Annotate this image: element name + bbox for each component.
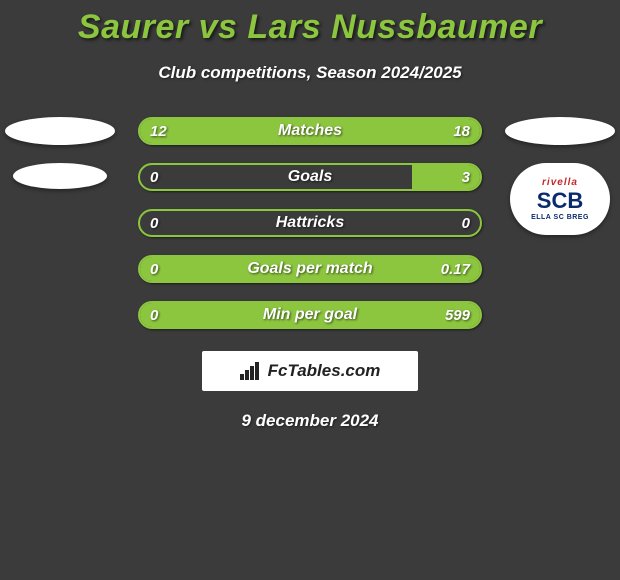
stat-value-right: 18 — [453, 119, 470, 143]
stat-value-left: 0 — [150, 165, 158, 189]
bar-fill-right — [276, 119, 480, 143]
stat-value-left: 0 — [150, 303, 158, 327]
subtitle: Club competitions, Season 2024/2025 — [0, 63, 620, 83]
club-badge-bot-text: ELLA SC BREG — [531, 214, 589, 221]
stat-value-left: 12 — [150, 119, 167, 143]
bar-fill — [140, 257, 480, 281]
stat-bars: 1218Matches03Goals00Hattricks00.17Goals … — [138, 117, 482, 329]
club-badge-mid-text: SCB — [537, 190, 583, 212]
player-left-oval-2 — [13, 163, 107, 189]
player-left-badges — [0, 117, 120, 189]
stat-value-right: 0.17 — [441, 257, 470, 281]
club-badge-top-text: rivella — [542, 177, 578, 188]
player-right-badges: rivella SCB ELLA SC BREG — [500, 117, 620, 235]
stat-bar: 00.17Goals per match — [138, 255, 482, 283]
player-right-oval — [505, 117, 615, 145]
stat-bar: 1218Matches — [138, 117, 482, 145]
page-title: Saurer vs Lars Nussbaumer — [0, 0, 620, 47]
stat-bar: 0 0Hattricks — [138, 209, 482, 237]
comparison-panel: rivella SCB ELLA SC BREG 1218Matches03Go… — [0, 117, 620, 329]
stat-bar: 03Goals — [138, 163, 482, 191]
stat-value-right: 0 — [462, 211, 470, 235]
player-left-oval-1 — [5, 117, 115, 145]
attribution-box: FcTables.com — [202, 351, 418, 391]
bar-fill — [140, 303, 480, 327]
chart-icon — [240, 362, 262, 380]
stat-value-right: 3 — [462, 165, 470, 189]
stat-label: Hattricks — [140, 211, 480, 235]
date-text: 9 december 2024 — [0, 411, 620, 431]
stat-value-left: 0 — [150, 257, 158, 281]
stat-value-left: 0 — [150, 211, 158, 235]
club-badge-right: rivella SCB ELLA SC BREG — [510, 163, 610, 235]
stat-bar: 0599Min per goal — [138, 301, 482, 329]
stat-value-right: 599 — [445, 303, 470, 327]
attribution-text: FcTables.com — [268, 361, 381, 381]
